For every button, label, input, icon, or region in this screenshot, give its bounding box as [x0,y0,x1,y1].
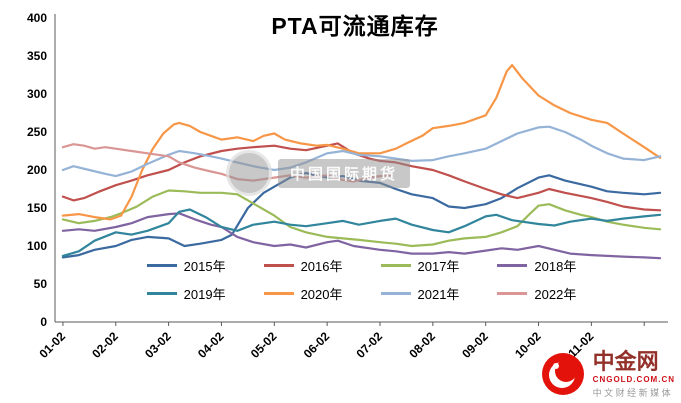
cngold-emblem-icon [541,353,584,396]
series-line-2018 [61,212,662,260]
legend-item-2022: 2022年 [497,284,576,303]
x-axis-tick-label: 02-02 [89,329,121,361]
logo-tagline: 中文财经新媒体 [592,388,674,398]
legend-row: 2019年 2020年 2021年 2022年 [55,284,668,303]
series-line-2017 [61,189,662,248]
x-axis-tick-label: 09-02 [459,329,491,361]
legend-label: 2021年 [417,287,460,302]
y-axis-tick-label: 0 [40,315,47,329]
y-axis-tick-label: 250 [27,125,47,139]
legend-swatch [497,292,528,295]
y-axis-tick-label: 100 [27,239,47,253]
legend-swatch [380,292,411,295]
watermark-logo-icon [226,150,272,196]
x-axis-tick-label: 07-02 [354,329,386,361]
legend-item-2019: 2019年 [146,284,226,303]
legend-label: 2022年 [534,287,577,302]
y-axis-tick-label: 400 [27,11,47,25]
y-axis-tick-label: 200 [27,163,47,177]
x-axis-tick-label: 08-02 [406,329,438,361]
y-axis-tick-label: 350 [27,49,47,63]
legend-label: 2016年 [300,259,343,274]
legend-label: 2018年 [534,259,577,274]
logo-name: 中金网 [592,348,659,374]
series-line-2019 [61,208,662,257]
x-axis-tick-label: 10-02 [512,329,544,361]
y-axis-tick-label: 50 [34,277,48,291]
watermark-text: 中国国际期货 [278,158,411,188]
series-line-2021 [61,125,662,178]
legend-label: 2020年 [300,287,343,302]
legend-swatch [263,292,294,295]
legend-item-2021: 2021年 [380,284,460,303]
legend-swatch [497,264,528,267]
x-axis-tick-label: 05-02 [248,329,280,361]
series-line-2020 [61,63,662,221]
legend-swatch [146,264,177,267]
watermark: 中国国际期货 [226,150,411,196]
x-axis-tick-label: 03-02 [142,329,174,361]
chart-legend: 2015年 2016年 2017年 2018年 2019年 2020年 2021年 2022年 [55,256,668,303]
x-axis-tick-label: 06-02 [301,329,333,361]
legend-label: 2015年 [183,259,226,274]
legend-item-2020: 2020年 [263,284,343,303]
legend-item-2018: 2018年 [497,256,576,275]
legend-item-2016: 2016年 [263,256,343,275]
x-axis-tick-label: 01-02 [36,329,68,361]
legend-swatch [263,264,294,267]
logo-text-block: 中金网 CNGOLD.COM.CN 中文财经新媒体 [593,350,675,399]
legend-swatch [380,264,411,267]
legend-swatch [146,292,177,295]
legend-item-2015: 2015年 [146,256,226,275]
legend-label: 2019年 [183,287,226,302]
logo-domain: CNGOLD.COM.CN [592,375,675,384]
legend-label: 2017年 [417,259,460,274]
cngold-logo: 中金网 CNGOLD.COM.CN 中文财经新媒体 [541,350,675,399]
y-axis-tick-label: 300 [27,87,47,101]
legend-item-2017: 2017年 [380,256,460,275]
y-axis-tick-label: 150 [27,201,47,215]
legend-row: 2015年 2016年 2017年 2018年 [55,256,668,275]
chart-title: PTA可流通库存 [271,13,439,39]
x-axis-tick-label: 04-02 [195,329,227,361]
